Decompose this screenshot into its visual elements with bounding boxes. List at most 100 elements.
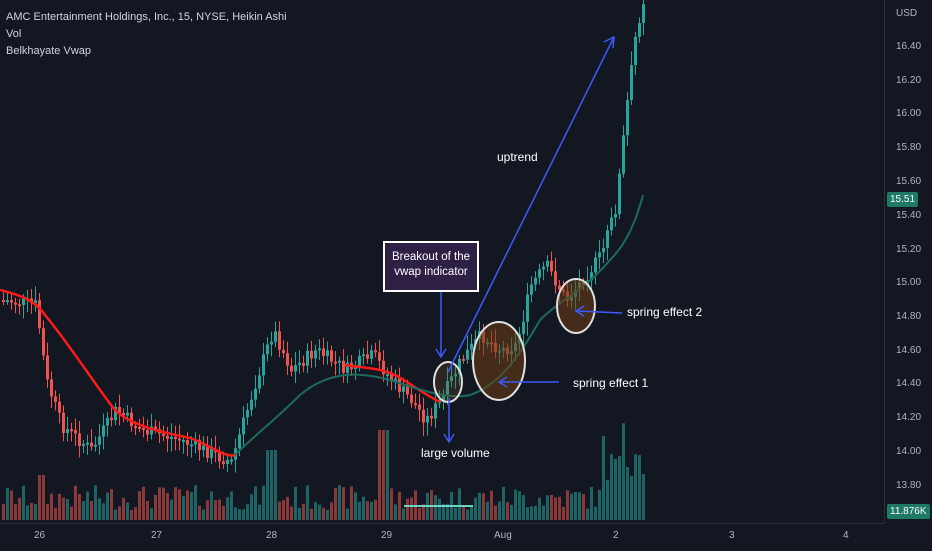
candle-body <box>454 373 457 377</box>
candle-body <box>466 349 469 360</box>
volume-bar <box>246 504 249 520</box>
volume-indicator-label[interactable]: Vol <box>6 28 22 40</box>
candle-body <box>102 425 105 437</box>
candle-body <box>86 442 89 445</box>
candle-body <box>254 388 257 400</box>
price-tick-label: 15.00 <box>896 277 922 288</box>
price-axis[interactable]: USD 16.40 16.20 16.00 15.80 15.60 15.40 15.20 1… <box>884 0 932 523</box>
volume-bar <box>574 491 577 520</box>
price-tick-label: 14.60 <box>896 345 922 356</box>
price-tick-label: 14.80 <box>896 311 922 322</box>
candle-body <box>62 412 65 434</box>
candle-body <box>554 271 557 286</box>
volume-bar <box>526 507 529 520</box>
candle-body <box>218 452 221 462</box>
volume-bar <box>10 490 13 520</box>
volume-bar <box>594 506 597 520</box>
candle-body <box>378 352 381 361</box>
candle-body <box>458 358 461 374</box>
uptrend-arrow <box>447 36 615 373</box>
price-tick-label: 15.20 <box>896 244 922 255</box>
candle-body <box>470 343 473 350</box>
volume-bar <box>586 508 589 520</box>
spring-2-arrowhead <box>574 305 585 317</box>
candle-body <box>274 331 277 342</box>
volume-bar <box>342 487 345 520</box>
candle-body <box>6 300 9 303</box>
volume-bar <box>546 495 549 520</box>
volume-bar <box>454 507 457 520</box>
candle-body <box>258 375 261 389</box>
candle-body <box>98 436 101 445</box>
volume-bar <box>42 475 45 520</box>
volume-bar <box>510 504 513 520</box>
time-tick-label: 28 <box>266 530 278 541</box>
volume-bar <box>50 493 53 520</box>
time-tick-label: 27 <box>151 530 163 541</box>
candle-body <box>406 386 409 395</box>
volume-bar <box>34 504 37 520</box>
volume-bar <box>602 436 605 520</box>
candle-body <box>190 444 193 447</box>
candlesticks <box>2 0 645 473</box>
volume-bar <box>182 496 185 520</box>
candle-body <box>418 404 421 410</box>
volume-bar <box>230 491 233 520</box>
candle-body <box>334 361 337 364</box>
volume-bar <box>306 485 309 520</box>
candle-body <box>82 444 85 447</box>
volume-bar <box>498 501 501 520</box>
volume-bar <box>298 507 301 520</box>
candle-body <box>522 321 525 334</box>
candle-body <box>606 230 609 248</box>
volume-bar <box>406 498 409 520</box>
volume-bar <box>350 486 353 520</box>
candle-body <box>434 403 437 419</box>
volume-bar <box>106 492 109 520</box>
volume-bar <box>542 505 545 520</box>
candle-body <box>266 344 269 355</box>
candle-body <box>134 426 137 429</box>
volume-bar <box>638 455 641 520</box>
volume-bar <box>354 492 357 520</box>
candle-body <box>270 341 273 345</box>
candle-body <box>338 360 341 363</box>
volume-bar <box>610 454 613 520</box>
candle-body <box>250 399 253 411</box>
volume-bar <box>474 497 477 520</box>
volume-bar <box>630 475 633 520</box>
volume-bar <box>114 509 117 520</box>
candle-body <box>346 362 349 373</box>
candle-body <box>50 379 53 397</box>
candle-body <box>122 412 125 416</box>
candle-body <box>402 386 405 392</box>
volume-bar <box>418 507 421 520</box>
time-axis[interactable]: 26 27 28 29 Aug 2 3 4 <box>0 523 884 551</box>
volume-bar <box>214 500 217 520</box>
candle-body <box>154 426 157 430</box>
volume-bar <box>634 454 637 520</box>
volume-bar <box>410 497 413 520</box>
volume-bar <box>338 485 341 520</box>
candle-body <box>598 252 601 258</box>
last-price-badge: 15.51 <box>887 192 919 207</box>
volume-bar <box>570 493 573 520</box>
volume-bar <box>482 493 485 520</box>
volume-bar <box>538 497 541 520</box>
candle-body <box>58 401 61 413</box>
candle-body <box>182 440 185 443</box>
candle-body <box>626 99 629 136</box>
volume-bar <box>494 505 497 520</box>
spring-effect-1-label: spring effect 1 <box>573 376 649 390</box>
volume-bar <box>6 488 9 520</box>
volume-bar <box>206 500 209 520</box>
volume-bar <box>590 487 593 520</box>
candle-body <box>198 439 201 451</box>
volume-bar <box>362 496 365 520</box>
candle-body <box>550 260 553 272</box>
candle-body <box>546 260 549 267</box>
vwap-indicator-label[interactable]: Belkhayate Vwap <box>6 45 91 57</box>
candle-body <box>642 4 645 24</box>
